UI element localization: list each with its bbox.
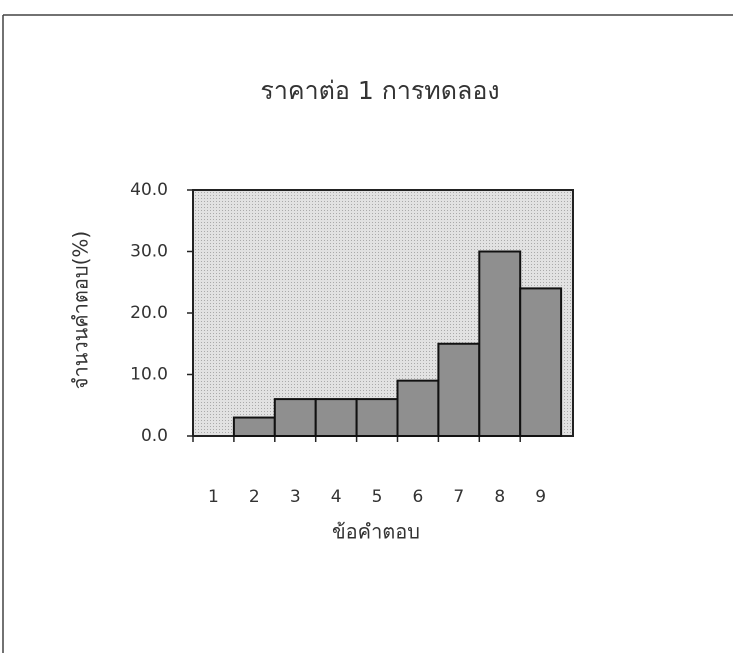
bar [314,398,358,438]
y-tick-label: 20.0 [130,303,168,323]
x-tick-label: 9 [535,487,546,507]
bar [437,342,481,437]
x-axis-title: ข้อคำตอบ [332,520,420,544]
chart-title: ราคาต่อ 1 การทดลอง [260,76,499,105]
x-tick-label: 8 [494,487,505,507]
x-tick-label: 1 [208,487,219,507]
x-tick-label: 7 [453,487,464,507]
x-tick-label: 5 [372,487,383,507]
x-tick-label: 3 [290,487,301,507]
x-tick-label: 2 [249,487,260,507]
y-tick-label: 40.0 [130,180,168,200]
bar [355,398,399,438]
y-axis-title: จำนวนคำตอบ(%) [69,231,93,389]
x-tick-label: 4 [331,487,342,507]
y-tick-label: 30.0 [130,242,168,262]
bar [273,398,317,438]
x-tick-label: 6 [413,487,424,507]
y-tick-label: 10.0 [130,365,168,385]
bar [519,287,563,437]
y-tick-label: 0.0 [141,426,168,446]
bar [232,416,276,437]
bar [396,379,440,437]
bar [478,250,522,437]
